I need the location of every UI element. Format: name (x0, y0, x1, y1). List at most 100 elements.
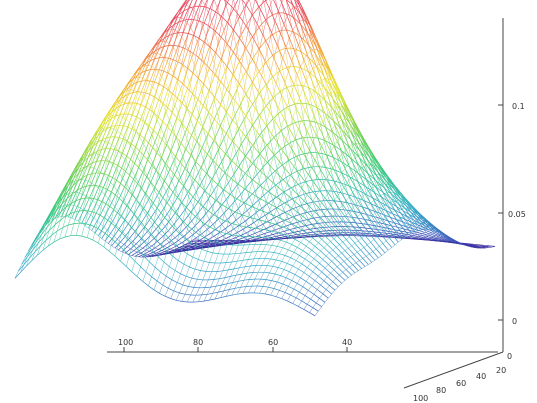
mesh-line (211, 206, 216, 214)
mesh-line (265, 179, 270, 191)
mesh-line (318, 231, 322, 235)
mesh-line (290, 48, 295, 67)
mesh-line (258, 172, 262, 185)
mesh-line (191, 42, 198, 58)
mesh-line (202, 271, 207, 280)
mesh-line (287, 29, 293, 33)
mesh-line (234, 237, 239, 240)
mesh-line (94, 233, 99, 236)
mesh-line (291, 244, 298, 248)
mesh-line (173, 214, 178, 228)
mesh-line (367, 224, 371, 229)
mesh-line (335, 215, 340, 223)
mesh-line (436, 236, 442, 240)
mesh-line (86, 200, 94, 213)
mesh-line (63, 198, 68, 209)
mesh-line (262, 34, 269, 47)
mesh-line (214, 78, 219, 98)
mesh-line (107, 178, 111, 183)
mesh-line (41, 226, 46, 235)
mesh-line (183, 263, 190, 268)
mesh-line (88, 147, 92, 158)
mesh-line (208, 190, 215, 200)
mesh-line (76, 198, 81, 212)
mesh-line (303, 194, 308, 204)
mesh-line (154, 68, 159, 73)
mesh-line (221, 219, 228, 225)
mesh-line (44, 222, 49, 227)
mesh-line (238, 19, 242, 35)
mesh-line (289, 14, 296, 19)
mesh-line (260, 179, 267, 186)
mesh-line (205, 194, 210, 210)
mesh-line (434, 233, 441, 237)
mesh-line (308, 290, 315, 295)
mesh-line (295, 139, 300, 156)
mesh-line (201, 42, 206, 61)
mesh-line (228, 6, 232, 24)
mesh-line (199, 234, 206, 239)
mesh-line (18, 264, 22, 272)
mesh-line (259, 34, 264, 50)
mesh-line (241, 272, 248, 275)
mesh-line (403, 218, 410, 222)
mesh-line (355, 230, 362, 239)
mesh-line (160, 54, 165, 58)
mesh-line (109, 217, 113, 222)
mesh-line (437, 232, 443, 236)
mesh-line (260, 116, 267, 126)
mesh-line (170, 239, 177, 246)
mesh-line (392, 201, 399, 210)
mesh-line (351, 203, 356, 212)
mesh-line (103, 173, 110, 177)
mesh-line (262, 167, 267, 180)
mesh-line (258, 7, 262, 25)
mesh-line (302, 166, 309, 175)
mesh-line (273, 50, 280, 55)
mesh-line (259, 218, 264, 225)
mesh-line (322, 111, 327, 128)
mesh-line (279, 150, 284, 165)
mesh-line (316, 48, 321, 62)
mesh-line (317, 153, 325, 164)
mesh-line (132, 147, 137, 162)
mesh-line (159, 227, 166, 235)
mesh-line (178, 79, 185, 85)
mesh-line (34, 242, 39, 252)
mesh-line (182, 124, 189, 132)
mesh-line (206, 171, 211, 182)
mesh-line (111, 239, 118, 247)
mesh-line (152, 149, 159, 164)
mesh-line (245, 187, 250, 198)
mesh-line (183, 174, 190, 186)
mesh-line (223, 138, 228, 152)
mesh-line (132, 82, 137, 93)
mesh-line (143, 169, 148, 176)
mesh-line (129, 174, 136, 182)
mesh-line (164, 45, 169, 58)
mesh-line (260, 188, 265, 199)
mesh-line (158, 172, 165, 181)
mesh-line (113, 115, 120, 130)
mesh-line (334, 200, 339, 210)
mesh-line (432, 234, 439, 237)
mesh-line (251, 123, 258, 133)
mesh-line (295, 297, 302, 302)
mesh-line (225, 199, 230, 208)
mesh-line (182, 32, 189, 34)
mesh-line (169, 90, 176, 97)
mesh-line (260, 83, 267, 92)
mesh-line (157, 46, 163, 50)
mesh-line (221, 41, 226, 60)
mesh-line (118, 165, 125, 171)
mesh-line (242, 0, 247, 6)
mesh-line (151, 187, 156, 202)
mesh-line (125, 255, 130, 267)
mesh-line (73, 192, 80, 206)
mesh-line (256, 74, 261, 92)
mesh-line (176, 245, 180, 248)
mesh-line (224, 228, 229, 233)
mesh-line (217, 238, 221, 241)
mesh-line (254, 107, 261, 117)
mesh-line (159, 177, 164, 185)
